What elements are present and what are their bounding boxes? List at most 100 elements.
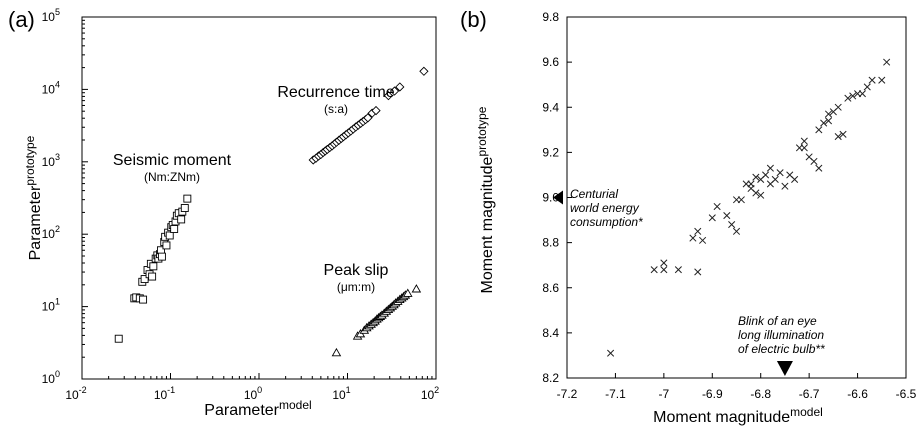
magnitude-point-stroke xyxy=(791,175,799,184)
panel-a-y-tick-label-base: 10 xyxy=(42,155,56,169)
magnitude-point xyxy=(689,234,697,242)
magnitude-point xyxy=(868,76,876,84)
magnitude-point-stroke xyxy=(863,83,871,91)
magnitude-point-stroke xyxy=(844,94,852,102)
panel-b-x-tick-label: -7 xyxy=(659,387,670,401)
peak-slip-label: Peak slip xyxy=(324,262,389,279)
magnitude-point-stroke xyxy=(805,153,813,161)
magnitude-point-stroke xyxy=(776,169,784,177)
magnitude-point xyxy=(815,164,823,172)
magnitude-point xyxy=(660,266,668,274)
magnitude-point xyxy=(771,175,779,184)
peak-slip-point xyxy=(403,288,413,297)
seismic-moment-units: (Nm:ZNm) xyxy=(144,170,200,184)
magnitude-point xyxy=(824,110,833,118)
magnitude-point xyxy=(800,144,808,152)
panel-a-x-tick-label-base: 10 xyxy=(421,388,435,402)
magnitude-point-stroke xyxy=(607,349,615,357)
magnitude-point-stroke xyxy=(708,214,716,222)
magnitude-point-stroke xyxy=(650,266,658,274)
panel-a-y-tick-label: 102 xyxy=(42,224,60,241)
magnitude-point-stroke xyxy=(762,171,770,179)
magnitude-point xyxy=(781,182,789,190)
seismic-moment-point xyxy=(170,225,179,233)
magnitude-point xyxy=(839,130,847,138)
magnitude-point xyxy=(820,119,828,127)
panel-a-points xyxy=(114,66,429,357)
panel-b-y-tick-label: 9.2 xyxy=(542,145,559,159)
seismic-moment-point xyxy=(165,231,174,240)
panel-b-x-tick-label: -7.1 xyxy=(605,387,626,401)
seismic-moment-point xyxy=(139,295,148,304)
panel-b-y-axis-label-main: Moment magnitude xyxy=(479,156,496,293)
panel-b-x-tick-label: -6.6 xyxy=(847,387,868,401)
magnitude-point xyxy=(650,266,658,274)
seismic-moment-point xyxy=(114,334,123,343)
panel-b-y-tick-label: 8.8 xyxy=(542,236,559,250)
annotation-centurial-line-2: world energy xyxy=(570,201,640,215)
panel-a-x-tick-label: 10-2 xyxy=(65,385,86,402)
recurrence-time-point xyxy=(389,86,400,96)
panel-b: (b) -7.2 -7.1 -7 -6.9 -6.8 -6.7 -6.6 -6.5 8.2 8.4… xyxy=(460,7,917,426)
panel-b-y-tick-label: 9.4 xyxy=(542,100,559,114)
recurrence-time-point xyxy=(363,113,373,123)
magnitude-point-stroke xyxy=(771,175,779,184)
panel-b-y-tick-label: 8.4 xyxy=(542,326,559,340)
panel-a-y-tick-label: 104 xyxy=(42,79,60,96)
panel-b-ticks xyxy=(566,16,907,379)
panel-a-x-tick-label: 100 xyxy=(244,385,262,402)
magnitude-point-stroke xyxy=(694,227,702,235)
magnitude-point-stroke xyxy=(815,164,823,172)
panel-b-x-tick-label: -6.7 xyxy=(799,387,820,401)
panel-b-label: (b) xyxy=(460,7,487,32)
magnitude-point xyxy=(694,268,702,276)
magnitude-point xyxy=(863,83,871,91)
magnitude-point-stroke xyxy=(834,103,842,111)
magnitude-point-stroke xyxy=(747,184,755,193)
panel-b-y-axis-label-sup: prototype xyxy=(475,106,489,156)
panel-a-x-axis-label-sup: model xyxy=(279,398,312,412)
panel-a-y-tick-label-base: 10 xyxy=(42,10,56,24)
magnitude-point xyxy=(728,221,736,229)
seismic-moment-point xyxy=(180,204,189,212)
panel-b-x-tick-label: -6.5 xyxy=(896,387,917,401)
magnitude-point xyxy=(713,202,721,211)
seismic-moment-point xyxy=(157,252,166,261)
panel-a-x-tick-label: 102 xyxy=(421,385,439,402)
panel-a-y-tick-label-exp: 4 xyxy=(55,79,60,89)
panel-b-x-tick-label: -6.9 xyxy=(702,387,723,401)
magnitude-point-stroke xyxy=(757,191,765,199)
magnitude-point-stroke xyxy=(878,76,886,84)
magnitude-point xyxy=(800,137,808,145)
magnitude-point-stroke xyxy=(674,266,682,274)
magnitude-point xyxy=(883,58,891,66)
seismic-moment-point xyxy=(148,272,157,281)
magnitude-point xyxy=(776,169,784,177)
peak-slip-units: (μm:m) xyxy=(337,280,375,294)
panel-a-x-tick-label: 101 xyxy=(332,385,350,402)
centurial-marker-arrow xyxy=(553,190,563,205)
magnitude-point-stroke xyxy=(815,126,823,134)
magnitude-point-stroke xyxy=(800,144,808,152)
magnitude-point-stroke xyxy=(858,90,866,98)
panel-a-x-tick-label-base: 10 xyxy=(154,388,168,402)
panel-b-y-tick-label: 9.0 xyxy=(542,191,559,205)
panel-a-ticks xyxy=(81,16,437,380)
panel-b-x-axis-label: Moment magnitudemodel xyxy=(653,405,823,426)
magnitude-point-stroke xyxy=(766,164,774,172)
magnitude-point-stroke xyxy=(723,211,731,220)
magnitude-point-stroke xyxy=(849,92,857,100)
panel-a-x-tick-label-exp: 1 xyxy=(346,385,351,395)
panel-b-y-tick-label: 8.2 xyxy=(542,371,559,385)
magnitude-point-stroke xyxy=(883,58,891,66)
magnitude-point xyxy=(694,227,702,235)
magnitude-point-stroke xyxy=(689,234,697,242)
magnitude-point xyxy=(791,175,799,184)
magnitude-point-stroke xyxy=(824,117,833,125)
panel-a-y-tick-label-exp: 0 xyxy=(55,369,60,379)
panel-a-x-tick-label-base: 10 xyxy=(65,388,79,402)
magnitude-point xyxy=(834,133,842,141)
panel-a-x-axis-label-main: Parameter xyxy=(204,402,279,419)
